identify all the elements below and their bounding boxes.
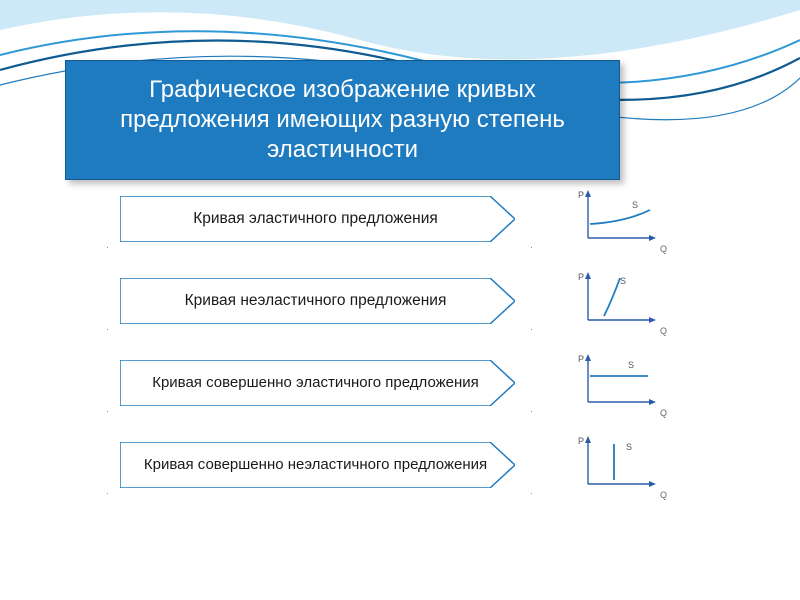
svg-text:S: S (620, 276, 626, 286)
axis-label-q: Q (660, 326, 667, 336)
mini-supply-chart: PS (570, 434, 660, 496)
axis-label-q: Q (660, 490, 667, 500)
bullet-dot: . (530, 404, 533, 415)
slide-title: Графическое изображение кривых предложен… (65, 60, 620, 180)
axis-label-q: Q (660, 244, 667, 254)
bullet-dot: . (106, 322, 109, 333)
bullet-dot: . (106, 240, 109, 251)
bullet-dot: . (530, 240, 533, 251)
svg-text:S: S (628, 360, 634, 370)
curve-row: Кривая совершенно эластичного предложени… (0, 354, 800, 414)
svg-text:P: P (578, 272, 584, 282)
mini-supply-chart: PS (570, 352, 660, 414)
curve-label: Кривая совершенно неэластичного предложе… (120, 442, 515, 488)
bullet-dot: . (106, 404, 109, 415)
curve-label: Кривая неэластичного предложения (120, 278, 515, 324)
bullet-dot: . (530, 322, 533, 333)
curve-row: Кривая неэластичного предложения..PSQ (0, 272, 800, 332)
bullet-dot: . (530, 486, 533, 497)
curve-row: Кривая совершенно неэластичного предложе… (0, 436, 800, 496)
curve-label: Кривая совершенно эластичного предложени… (120, 360, 515, 406)
curve-label: Кривая эластичного предложения (120, 196, 515, 242)
mini-supply-chart: PS (570, 270, 660, 332)
axis-label-q: Q (660, 408, 667, 418)
svg-text:S: S (632, 200, 638, 210)
svg-text:P: P (578, 354, 584, 364)
svg-text:S: S (626, 442, 632, 452)
bullet-dot: . (106, 486, 109, 497)
curve-row: Кривая эластичного предложения..PSQ (0, 190, 800, 250)
svg-text:P: P (578, 190, 584, 200)
svg-text:P: P (578, 436, 584, 446)
mini-supply-chart: PS (570, 188, 660, 250)
